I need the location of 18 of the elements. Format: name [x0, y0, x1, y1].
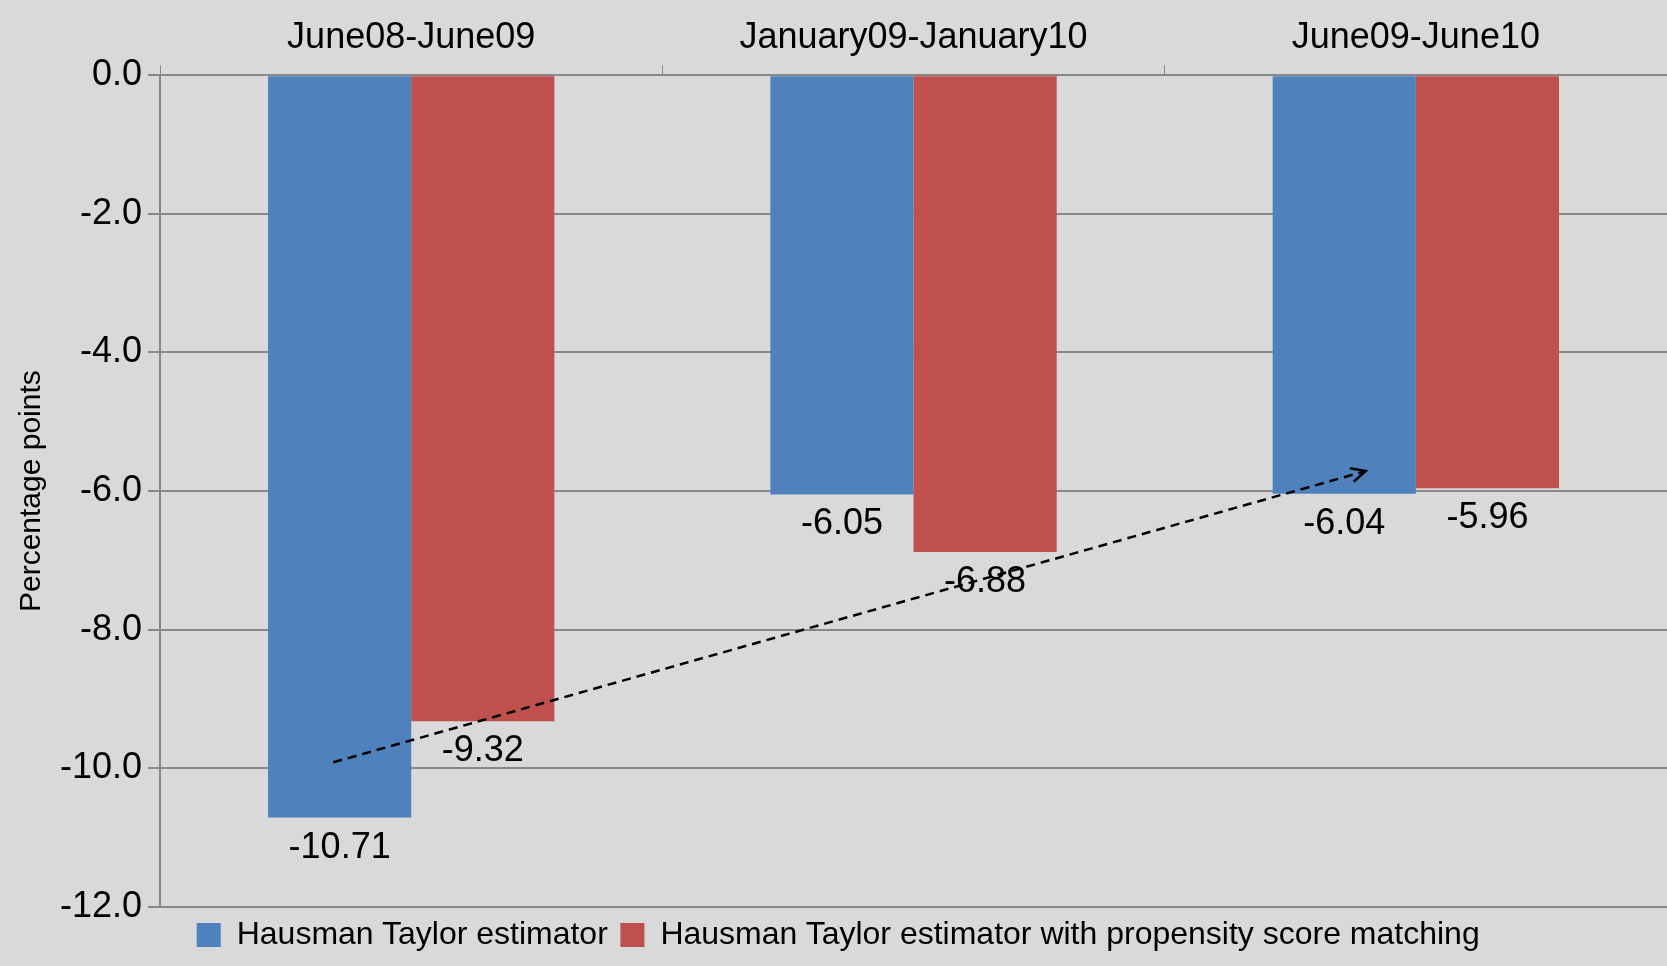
data-label: -6.04 [1303, 500, 1386, 542]
y-tick-label: -12.0 [59, 883, 143, 925]
data-label: -6.05 [800, 501, 883, 543]
legend-label: Hausman Taylor estimator with propensity score matching [660, 914, 1480, 951]
x-tick-label: June09-June10 [1291, 14, 1540, 56]
data-label: -9.32 [441, 728, 524, 770]
legend-label: Hausman Taylor estimator [236, 914, 609, 951]
data-label: -5.96 [1446, 495, 1529, 537]
y-axis-title: Percentage points [13, 370, 47, 613]
y-tick-label: -6.0 [80, 468, 143, 510]
y-tick-label: -2.0 [80, 190, 143, 232]
x-tick-label: June08-June09 [287, 14, 536, 56]
y-tick-label: -10.0 [59, 745, 143, 787]
y-tick-label: -8.0 [80, 606, 143, 648]
y-tick-label: -4.0 [80, 329, 143, 371]
x-tick-label: January09-January10 [739, 14, 1088, 56]
data-label: -10.71 [288, 824, 391, 866]
y-tick-label: 0.0 [92, 52, 143, 94]
